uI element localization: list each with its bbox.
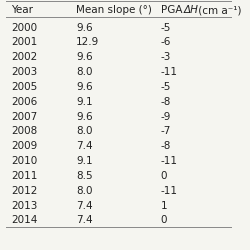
Text: 2013: 2013 <box>11 200 37 210</box>
Text: 2009: 2009 <box>11 141 37 151</box>
Text: 2003: 2003 <box>11 67 37 77</box>
Text: 8.0: 8.0 <box>76 185 93 195</box>
Text: 1: 1 <box>160 200 167 210</box>
Text: 2000: 2000 <box>11 22 37 32</box>
Text: 7.4: 7.4 <box>76 141 93 151</box>
Text: -8: -8 <box>160 96 171 106</box>
Text: 2007: 2007 <box>11 111 37 121</box>
Text: 9.6: 9.6 <box>76 82 93 92</box>
Text: 9.6: 9.6 <box>76 111 93 121</box>
Text: 8.5: 8.5 <box>76 170 93 180</box>
Text: 9.6: 9.6 <box>76 22 93 32</box>
Text: 9.6: 9.6 <box>76 52 93 62</box>
Text: 2014: 2014 <box>11 214 37 224</box>
Text: -8: -8 <box>160 141 171 151</box>
Text: -7: -7 <box>160 126 171 136</box>
Text: 12.9: 12.9 <box>76 37 100 47</box>
Text: Mean slope (°): Mean slope (°) <box>76 5 152 15</box>
Text: 0: 0 <box>160 170 167 180</box>
Text: ΔH: ΔH <box>184 5 198 15</box>
Text: Year: Year <box>11 5 33 15</box>
Text: 9.1: 9.1 <box>76 96 93 106</box>
Text: -6: -6 <box>160 37 171 47</box>
Text: -5: -5 <box>160 22 171 32</box>
Text: -9: -9 <box>160 111 171 121</box>
Text: 7.4: 7.4 <box>76 214 93 224</box>
Text: (cm a⁻¹): (cm a⁻¹) <box>195 5 242 15</box>
Text: 2008: 2008 <box>11 126 37 136</box>
Text: 9.1: 9.1 <box>76 156 93 166</box>
Text: 0: 0 <box>160 214 167 224</box>
Text: 2002: 2002 <box>11 52 37 62</box>
Text: -11: -11 <box>160 185 178 195</box>
Text: 2005: 2005 <box>11 82 37 92</box>
Text: 2011: 2011 <box>11 170 37 180</box>
Text: -11: -11 <box>160 156 178 166</box>
Text: 2006: 2006 <box>11 96 37 106</box>
Text: -3: -3 <box>160 52 171 62</box>
Text: 7.4: 7.4 <box>76 200 93 210</box>
Text: 8.0: 8.0 <box>76 126 93 136</box>
Text: 8.0: 8.0 <box>76 67 93 77</box>
Text: -5: -5 <box>160 82 171 92</box>
Text: 2010: 2010 <box>11 156 37 166</box>
Text: 2001: 2001 <box>11 37 37 47</box>
Text: -11: -11 <box>160 67 178 77</box>
Text: PGA: PGA <box>160 5 185 15</box>
Text: 2012: 2012 <box>11 185 37 195</box>
